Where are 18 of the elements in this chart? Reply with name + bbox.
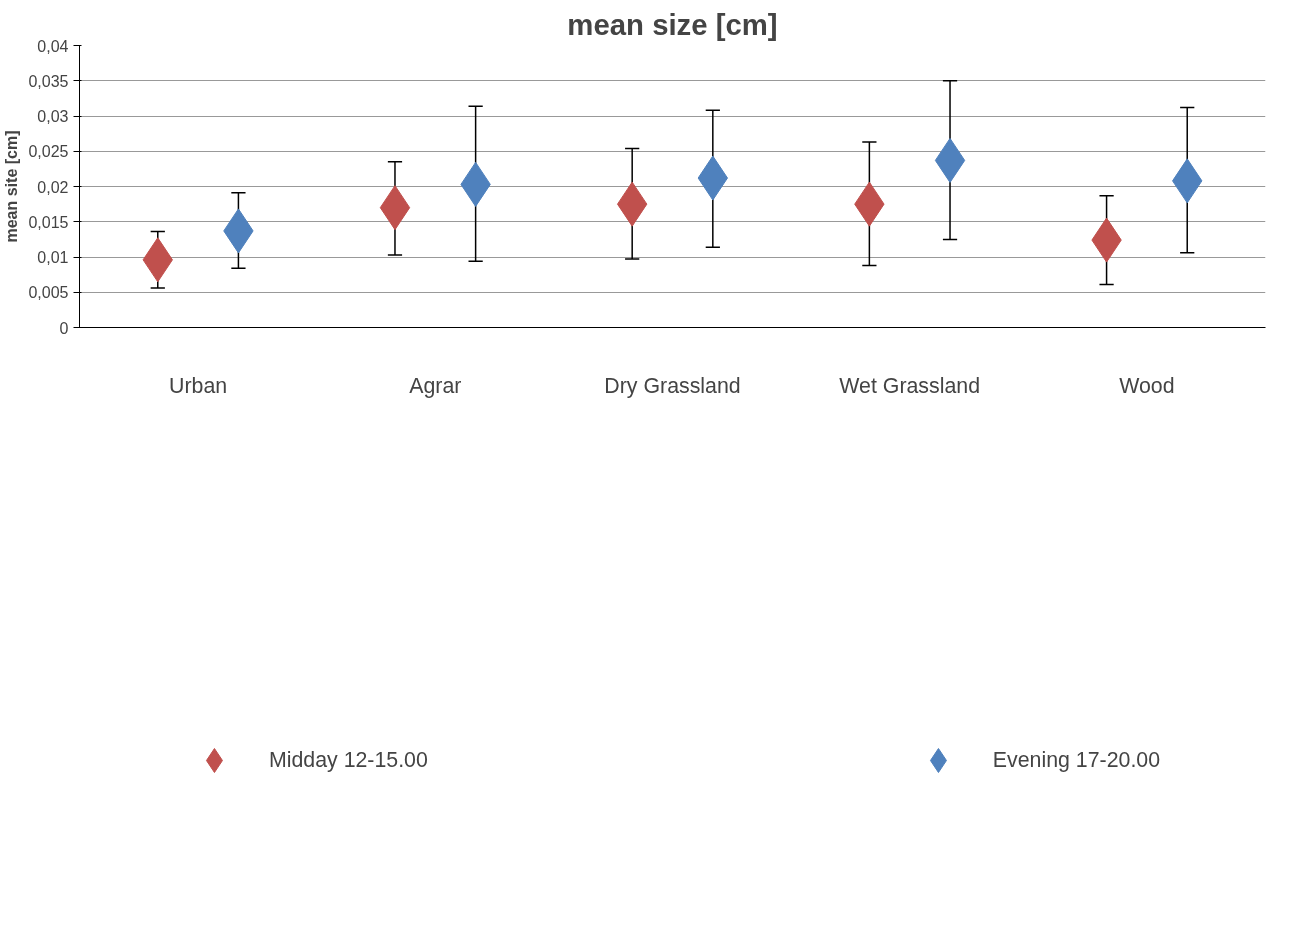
y-tick-label: 0 xyxy=(59,319,69,337)
y-tick-label: 0,03 xyxy=(37,108,69,125)
x-tick-label: Dry Grassland xyxy=(604,373,741,398)
chart-title: mean size [cm] xyxy=(567,7,778,41)
y-tick-label: 0,04 xyxy=(37,37,69,55)
y-tick-label: 0,035 xyxy=(28,72,69,90)
y-tick-label: 0,02 xyxy=(37,178,69,196)
x-tick-label: Wet Grassland xyxy=(839,373,981,398)
legend-label: Midday 12-15.00 xyxy=(268,746,428,774)
legend-label: Evening 17-20.00 xyxy=(992,746,1161,774)
x-tick-label: Agrar xyxy=(409,373,462,398)
y-tick-label: 0,005 xyxy=(28,284,69,302)
y-tick-label: 0,015 xyxy=(28,213,69,231)
y-axis-title: mean site [cm] xyxy=(3,130,21,243)
x-tick-label: Urban xyxy=(169,373,228,398)
y-tick-label: 0,01 xyxy=(37,249,69,266)
y-tick-label: 0,025 xyxy=(28,143,69,161)
x-tick-label: Wood xyxy=(1119,373,1175,398)
